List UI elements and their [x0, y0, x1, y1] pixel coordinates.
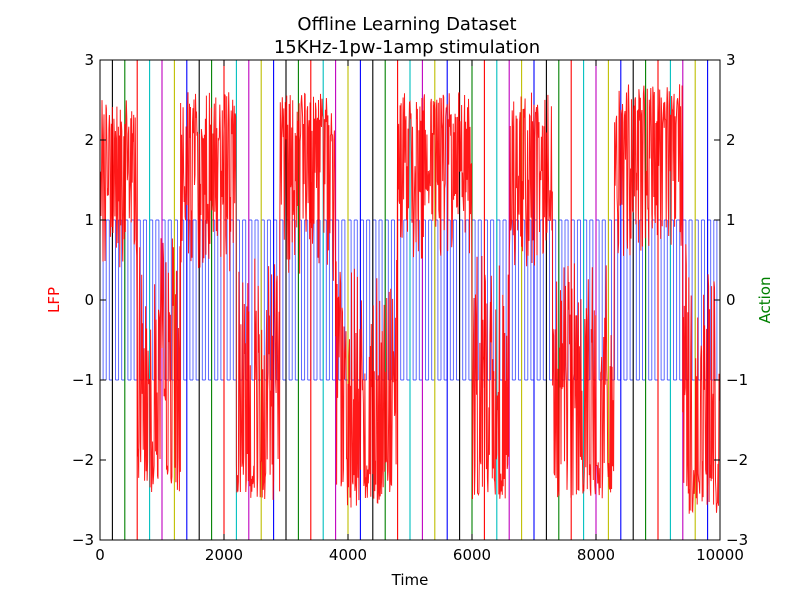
chart-title: Offline Learning Dataset	[297, 14, 516, 35]
y-tick-label-left: −3	[72, 531, 94, 549]
y-tick-label-left: −1	[72, 371, 94, 389]
lfp-line	[100, 84, 720, 514]
x-tick-label: 8000	[577, 546, 615, 564]
plot-area	[100, 60, 720, 540]
y-tick-label-right: 3	[726, 51, 736, 69]
y-tick-label-right: 2	[726, 131, 736, 149]
y-axis-label-right: Action	[756, 277, 774, 324]
y-tick-label-right: −2	[726, 451, 748, 469]
y-tick-label-right: 1	[726, 211, 736, 229]
x-tick-label: 10000	[696, 546, 744, 564]
y-axis-left: −3 −2 −1 0 1 2 3	[72, 51, 106, 549]
x-axis: 0 2000 4000 6000 8000 10000	[95, 60, 744, 564]
y-tick-label-left: 3	[84, 51, 94, 69]
x-tick-label: 4000	[329, 546, 367, 564]
y-tick-label-left: 0	[84, 291, 94, 309]
y-tick-label-right: −3	[726, 531, 748, 549]
x-tick-label: 2000	[205, 546, 243, 564]
y-tick-label-left: −2	[72, 451, 94, 469]
y-tick-label-left: 2	[84, 131, 94, 149]
x-tick-label: 0	[95, 546, 105, 564]
y-tick-label-right: 0	[726, 291, 736, 309]
lfp-series	[100, 84, 720, 514]
y-tick-label-left: 1	[84, 211, 94, 229]
x-axis-label: Time	[391, 571, 429, 589]
y-tick-label-right: −1	[726, 371, 748, 389]
y-axis-label-left: LFP	[45, 287, 63, 313]
x-tick-label: 6000	[453, 546, 491, 564]
y-axis-right: −3 −2 −1 0 1 2 3	[714, 51, 748, 549]
chart-subtitle: 15KHz-1pw-1amp stimulation	[274, 37, 540, 58]
